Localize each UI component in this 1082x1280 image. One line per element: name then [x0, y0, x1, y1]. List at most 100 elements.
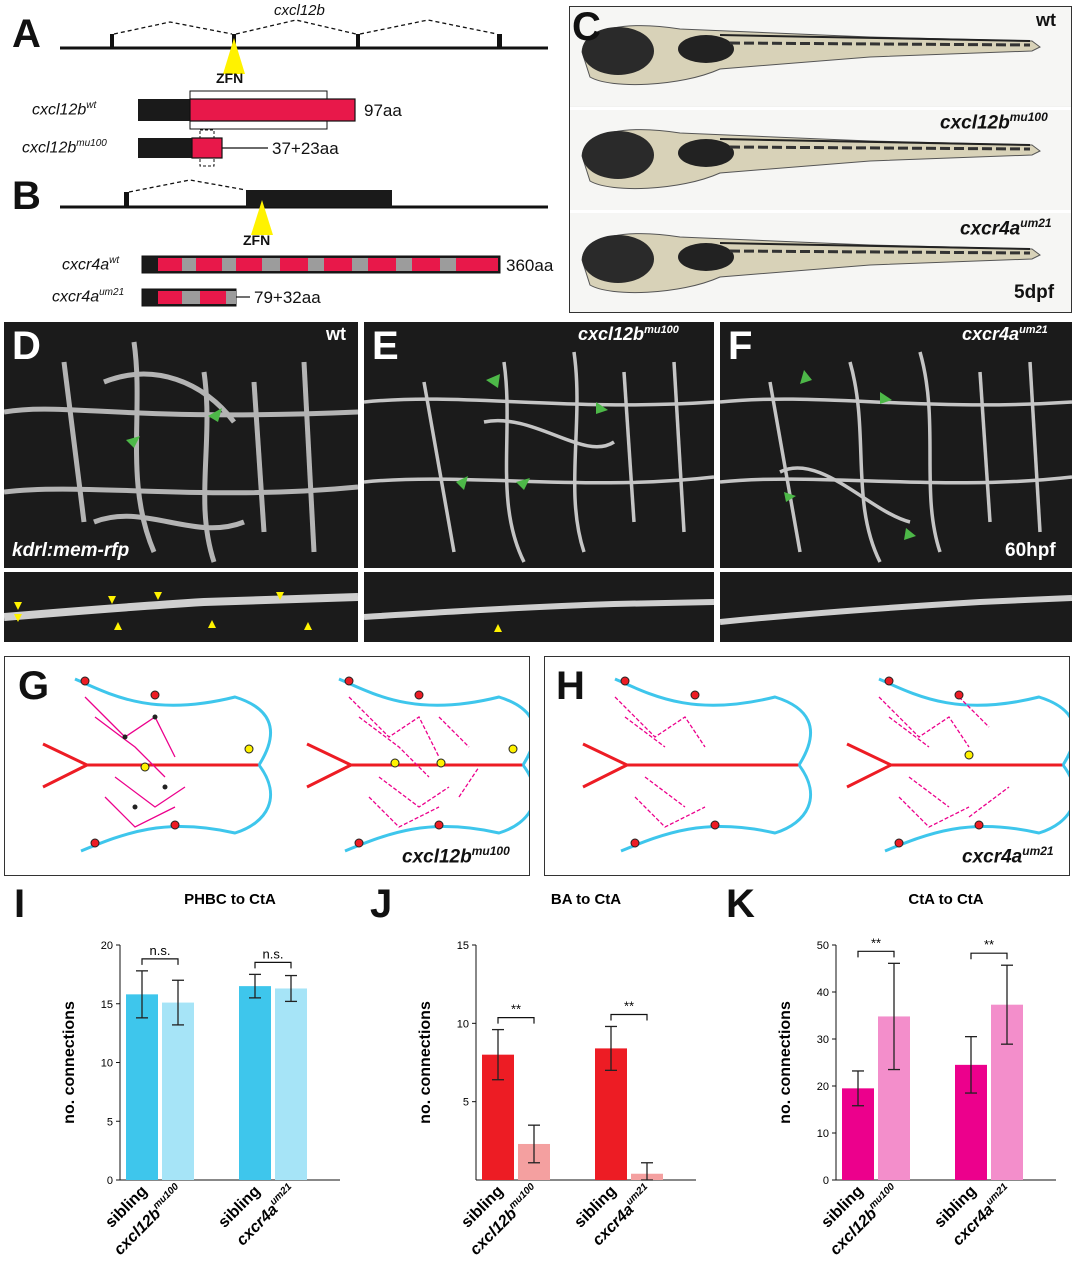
panel-f-stage: 60hpf — [1005, 540, 1056, 561]
zfn-label-a: ZFN — [216, 70, 244, 86]
image-panel-e — [364, 322, 714, 568]
panel-e-genotype: cxcl12bmu100 — [578, 324, 679, 344]
exon-b1 — [124, 192, 129, 207]
intron-2 — [235, 19, 357, 35]
image-panel-d — [4, 322, 358, 568]
bar — [275, 988, 307, 1180]
panel-label-i: I — [14, 882, 26, 926]
cxcr4a-mut-label: cxcr4aum21 — [52, 287, 125, 306]
vessel-schematic-h — [582, 676, 1076, 853]
cxcl12b-mut-length: 37+23aa — [272, 139, 339, 158]
significance-bracket — [497, 1017, 535, 1024]
panel-label-g: G — [18, 664, 50, 708]
panel-label-f: F — [728, 324, 753, 368]
truncated-domain-mut — [191, 137, 223, 159]
larva-stage-label: 5dpf — [1014, 282, 1055, 303]
category-sup: um21 — [624, 1181, 651, 1208]
category-sup: mu100 — [151, 1181, 181, 1211]
larva-wt-label: wt — [1036, 10, 1056, 30]
y-tick-label: 0 — [107, 1175, 113, 1187]
panel-label-c: C — [572, 5, 601, 49]
significance-label: ** — [624, 998, 634, 1013]
y-tick-label: 30 — [817, 1034, 829, 1046]
exon-3 — [356, 34, 360, 48]
exon-4 — [497, 34, 502, 48]
larva-cxcr4a — [581, 233, 1041, 294]
y-axis-label: no. connections — [777, 1001, 794, 1124]
significance-bracket — [970, 952, 1008, 960]
y-tick-label: 10 — [101, 1058, 113, 1070]
tm-domains-wt — [158, 258, 498, 271]
panel-label-b: B — [12, 174, 41, 218]
cxcl12b-gene-label: cxcl12b — [274, 2, 325, 19]
panel-f-genotype: cxcr4aum21 — [962, 324, 1048, 344]
panel-label-k: K — [726, 882, 755, 926]
cxcr4a-wt-label: cxcr4awt — [62, 255, 120, 274]
chart-title: BA to CtA — [551, 891, 621, 908]
zfn-marker-a — [223, 38, 245, 74]
cxcl12b-wt-label: cxcl12bwt — [32, 100, 97, 119]
image-panel-e-bottom — [364, 572, 714, 642]
significance-bracket — [141, 958, 179, 965]
category-sup: um21 — [984, 1181, 1011, 1208]
significance-label: ** — [871, 935, 881, 950]
chemokine-domain-wt — [189, 98, 356, 122]
y-tick-label: 20 — [817, 1081, 829, 1093]
gene-schematics — [60, 19, 548, 307]
intron-3 — [359, 19, 498, 35]
significance-bracket — [610, 1013, 648, 1021]
cxcr4a-gene-label: cxcr4a — [291, 171, 333, 187]
intron-1 — [113, 21, 233, 35]
panel-label-a: A — [12, 12, 41, 56]
y-tick-label: 5 — [107, 1116, 113, 1128]
larva-cxcl12b-label: cxcl12bmu100 — [940, 110, 1048, 134]
zfn-label-b: ZFN — [243, 232, 271, 248]
cxcl12b-mut-label: cxcl12bmu100 — [22, 138, 107, 157]
larva-cxcr4a-label: cxcr4aum21 — [960, 216, 1052, 240]
cxcr4a-mut-length: 79+32aa — [254, 288, 321, 307]
y-tick-label: 40 — [817, 987, 829, 999]
larvae-images — [570, 7, 1071, 312]
zfn-marker-b — [251, 200, 273, 235]
panel-label-e: E — [372, 324, 399, 368]
cxcr4a-wt-length: 360aa — [506, 256, 554, 275]
significance-label: n.s. — [263, 946, 284, 961]
larva-cxcl12b — [581, 129, 1041, 190]
bar — [126, 994, 158, 1180]
bar — [162, 1002, 194, 1180]
signal-peptide-mut — [138, 138, 192, 158]
image-panel-f — [720, 322, 1072, 568]
y-tick-label: 5 — [463, 1097, 469, 1109]
vessel-schematic-g — [42, 676, 536, 853]
image-panel-d-bottom — [4, 572, 358, 642]
panel-label-j: J — [370, 882, 393, 926]
category-sup: mu100 — [867, 1181, 897, 1211]
signal-peptide-wt — [138, 99, 190, 121]
y-tick-label: 15 — [101, 999, 113, 1011]
significance-bracket — [857, 950, 895, 958]
schematic-panel-g — [4, 656, 536, 876]
y-axis-label: no. connections — [61, 1001, 78, 1124]
y-tick-label: 20 — [101, 940, 113, 952]
y-tick-label: 10 — [817, 1128, 829, 1140]
schematic-panel-h — [544, 656, 1076, 876]
significance-label: ** — [984, 937, 994, 952]
y-tick-label: 15 — [457, 940, 469, 952]
chart-title: CtA to CtA — [908, 891, 983, 908]
panel-h-label: cxcr4aum21 — [962, 844, 1054, 868]
y-tick-label: 10 — [457, 1018, 469, 1030]
panel-g-label: cxcl12bmu100 — [402, 844, 510, 868]
image-panel-f-bottom — [720, 572, 1072, 642]
panel-label-h: H — [556, 664, 585, 708]
exon-b2 — [246, 190, 392, 207]
larvae-panel — [569, 6, 1072, 313]
bar — [239, 986, 271, 1180]
category-sup: mu100 — [507, 1181, 537, 1211]
y-tick-label: 0 — [823, 1175, 829, 1187]
panel-label-d: D — [12, 324, 41, 368]
significance-label: n.s. — [150, 943, 171, 958]
y-axis-label: no. connections — [417, 1001, 434, 1124]
